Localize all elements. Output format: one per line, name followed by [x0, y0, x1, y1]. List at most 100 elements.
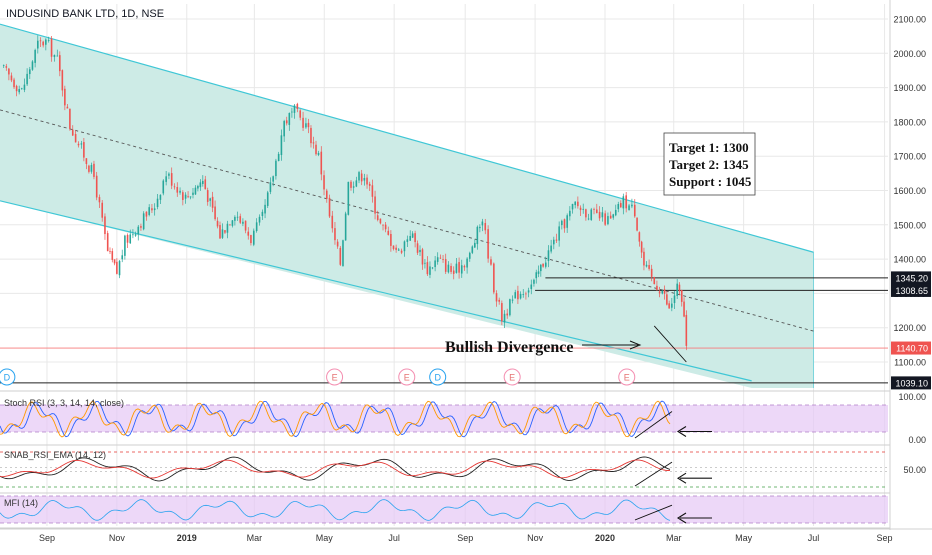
candle-up	[429, 266, 431, 275]
time-tick-label: Sep	[457, 533, 473, 543]
candle-up	[34, 49, 36, 63]
candle-down	[247, 231, 250, 236]
candle-up	[344, 213, 347, 241]
candle-up	[221, 229, 224, 238]
candle-up	[28, 69, 31, 75]
svg-text:1039.10: 1039.10	[895, 378, 928, 388]
candle-up	[2, 64, 5, 66]
candle-down	[414, 233, 416, 243]
dividend-event-badge[interactable]: D	[0, 368, 16, 386]
candle-down	[395, 247, 397, 250]
earnings-event-badge[interactable]: E	[398, 368, 416, 386]
candle-up	[124, 235, 126, 256]
candle-down	[8, 68, 10, 75]
candle-down	[116, 261, 118, 274]
candle-up	[676, 283, 678, 296]
candle-down	[368, 183, 371, 186]
candle-up	[342, 240, 344, 267]
candle-up	[431, 267, 434, 269]
candle-up	[148, 207, 150, 215]
candle-down	[663, 289, 666, 294]
price-tick-label: 1800.00	[893, 117, 926, 127]
candle-up	[503, 313, 506, 323]
candle-up	[199, 182, 202, 188]
rsi-line	[0, 456, 671, 482]
candle-down	[416, 243, 419, 253]
level-price-label: 1345.20	[891, 271, 931, 285]
candle-down	[328, 197, 331, 217]
candle-down	[214, 206, 216, 220]
candle-up	[537, 271, 540, 274]
candle-up	[547, 250, 550, 261]
earnings-event-badge[interactable]: E	[618, 368, 636, 386]
indicator-arrowhead	[676, 512, 687, 524]
chart-title: INDUSIND BANK LTD, 1D, NSE	[6, 8, 164, 20]
candle-up	[474, 242, 476, 248]
candle-down	[666, 294, 668, 305]
candle-down	[390, 233, 392, 246]
dividend-event-badge[interactable]: D	[429, 368, 447, 386]
candle-down	[61, 70, 64, 91]
price-tick-label: 1200.00	[893, 323, 926, 333]
candle-up	[53, 54, 56, 58]
candle-up	[121, 255, 124, 260]
channel-lower-line	[0, 200, 752, 382]
candle-down	[244, 220, 247, 231]
candle-up	[436, 257, 439, 262]
candle-up	[622, 196, 625, 209]
candle-down	[74, 133, 77, 143]
candle-down	[648, 265, 650, 269]
candle-down	[77, 143, 80, 146]
indicator-divergence-trendline	[634, 461, 673, 487]
candle-down	[312, 142, 315, 144]
bullish-divergence-label: Bullish Divergence	[445, 339, 573, 356]
indicator-tick-label: 100.00	[898, 392, 926, 402]
candle-down	[636, 217, 638, 231]
candle-down	[302, 117, 304, 128]
time-tick-label: May	[316, 533, 334, 543]
candle-down	[151, 208, 153, 211]
candle-up	[466, 258, 468, 268]
candle-down	[336, 241, 339, 247]
indicator-label: Stoch RSI (3, 3, 14, 14, close)	[4, 398, 124, 408]
time-tick-label: Sep	[877, 533, 893, 543]
time-tick-label: May	[735, 533, 753, 543]
candle-down	[13, 79, 15, 88]
candle-up	[569, 210, 571, 217]
candle-up	[47, 40, 50, 41]
candle-down	[109, 251, 111, 252]
candle-down	[619, 203, 622, 208]
candle-up	[168, 173, 170, 176]
candle-up	[137, 226, 140, 235]
candle-down	[450, 265, 452, 272]
candle-down	[101, 202, 104, 218]
candle-up	[481, 221, 484, 226]
candle-down	[170, 173, 173, 186]
candle-up	[535, 272, 538, 279]
price-tick-label: 1400.00	[893, 255, 926, 265]
candle-down	[653, 276, 656, 285]
candle-up	[509, 299, 511, 316]
candle-up	[236, 216, 239, 218]
candle-up	[31, 61, 34, 70]
candle-down	[593, 208, 595, 210]
candle-up	[255, 222, 258, 232]
candle-up	[607, 216, 609, 225]
candle-down	[683, 301, 685, 317]
earnings-event-badge[interactable]: E	[326, 368, 344, 386]
earnings-event-badge[interactable]: E	[503, 368, 521, 386]
candle-up	[305, 123, 307, 128]
mfi-line	[0, 499, 671, 521]
indicator-panel-3: MFI (14)	[0, 495, 888, 524]
candle-down	[579, 207, 582, 211]
candle-down	[315, 144, 317, 155]
candle-down	[42, 41, 44, 46]
candle-up	[582, 208, 585, 210]
candle-up	[179, 190, 181, 193]
candle-down	[83, 142, 85, 158]
level-price-label: 1039.10	[891, 376, 931, 390]
candle-up	[45, 39, 47, 45]
candle-down	[224, 230, 226, 233]
